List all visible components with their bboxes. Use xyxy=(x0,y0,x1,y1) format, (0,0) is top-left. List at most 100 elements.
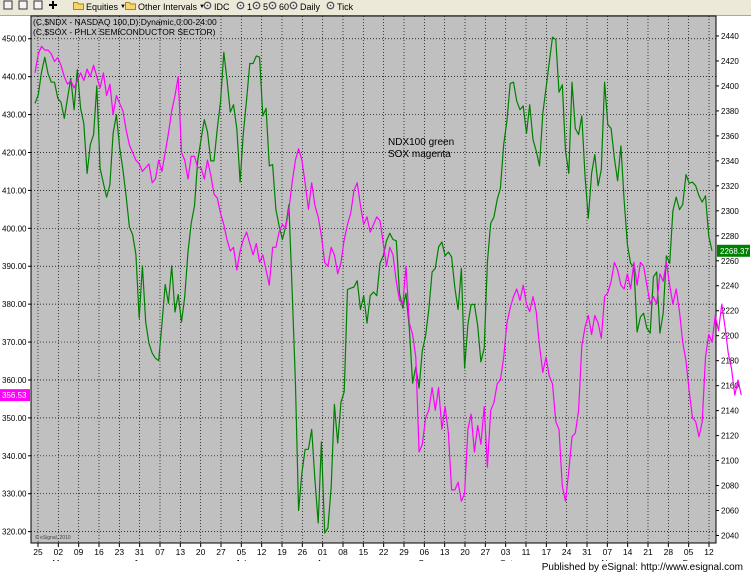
footer-text: Published by eSignal: http://www.esignal… xyxy=(541,562,743,573)
x-tick-label: 26 xyxy=(298,547,308,557)
x-tick-label: 31 xyxy=(582,547,592,557)
right-tick-label: 2100 xyxy=(721,457,739,466)
box-icon xyxy=(3,0,13,15)
right-tick-label: 2080 xyxy=(721,482,739,491)
chart-header-line: (C,$NDX - NASDAQ 100,D) Dynamic,0:00-24:… xyxy=(33,17,217,27)
x-tick-label: 12 xyxy=(704,547,714,557)
left-tick-label: 390.00 xyxy=(2,262,27,271)
toolbar-item-equities[interactable]: Equities ▼ xyxy=(73,0,126,15)
right-axis-area xyxy=(716,16,751,543)
x-tick-label: 28 xyxy=(664,547,674,557)
right-tick-label: 2160 xyxy=(721,382,739,391)
plus-icon xyxy=(48,0,58,15)
left-tick-label: 420.00 xyxy=(2,148,27,157)
plot-area xyxy=(30,15,717,544)
left-tick-label: 340.00 xyxy=(2,452,27,461)
right-tick-label: 2300 xyxy=(721,207,739,216)
month-label: Jul xyxy=(235,558,246,561)
left-tick-label: 380.00 xyxy=(2,300,27,309)
x-tick-label: 13 xyxy=(440,547,450,557)
right-tick-label: 2040 xyxy=(721,532,739,541)
toolbar-item-1[interactable]: 1 xyxy=(236,0,252,15)
month-label: Dec xyxy=(683,558,699,561)
x-tick-label: 02 xyxy=(54,547,64,557)
series-line-ndx100 xyxy=(34,36,713,534)
toolbar-item-label: 1 xyxy=(247,2,253,12)
toolbar-item-idc[interactable]: IDC xyxy=(203,0,230,15)
month-label: Sep xyxy=(418,558,433,561)
toolbar-item-label: IDC xyxy=(214,2,230,12)
right-tick-label: 2420 xyxy=(721,57,739,66)
right-tick-label: 2060 xyxy=(721,507,739,516)
gear-icon xyxy=(252,0,261,15)
toolbar-item-button-1[interactable] xyxy=(18,0,28,15)
month-label: Oct xyxy=(500,558,514,561)
right-tick-label: 2400 xyxy=(721,82,739,91)
toolbar-item-daily[interactable]: Daily xyxy=(289,0,320,15)
x-tick-label: 27 xyxy=(481,547,491,557)
month-label: Jun xyxy=(134,558,148,561)
toolbar-item-5[interactable]: 5 xyxy=(252,0,268,15)
toolbar-item-tick[interactable]: Tick xyxy=(326,0,353,15)
right-tick-label: 2280 xyxy=(721,232,739,241)
chart-header-line: (C,$SOX - PHLX SEMICONDUCTOR SECTOR) xyxy=(33,27,216,37)
right-tick-label: 2380 xyxy=(721,107,739,116)
left-tick-label: 400.00 xyxy=(2,224,27,233)
left-tick-label: 410.00 xyxy=(2,186,27,195)
toolbar-item-label: Tick xyxy=(337,2,354,12)
watermark: © eSignal, 2010 xyxy=(35,534,71,541)
gear-icon xyxy=(289,0,298,15)
toolbar-item-other-intervals[interactable]: Other Intervals ▼ xyxy=(125,0,205,15)
gear-icon xyxy=(203,0,212,15)
x-tick-label: 06 xyxy=(420,547,430,557)
x-tick-label: 24 xyxy=(562,547,572,557)
month-label: Aug xyxy=(317,558,332,561)
right-tick-label: 2140 xyxy=(721,407,739,416)
chevron-down-icon: ▼ xyxy=(120,4,126,10)
right-tick-label: 2240 xyxy=(721,282,739,291)
right-tick-label: 2260 xyxy=(721,257,739,266)
right-tick-label: 2200 xyxy=(721,332,739,341)
x-tick-label: 16 xyxy=(94,547,104,557)
month-label: Nov xyxy=(601,558,617,561)
left-tick-label: 330.00 xyxy=(2,490,27,499)
x-tick-label: 05 xyxy=(684,547,694,557)
x-tick-label: 21 xyxy=(643,547,653,557)
toolbar-item-button-3[interactable] xyxy=(48,0,58,15)
right-last-value-label: 2268.37 xyxy=(720,247,749,256)
x-tick-label: 23 xyxy=(115,547,125,557)
toolbar-item-60[interactable]: 60 xyxy=(268,0,289,15)
toolbar-item-label: 5 xyxy=(263,2,269,12)
x-tick-label: 01 xyxy=(318,547,328,557)
x-tick-label: 17 xyxy=(542,547,552,557)
gear-icon xyxy=(326,0,335,15)
box-icon xyxy=(18,0,28,15)
toolbar-item-button-2[interactable] xyxy=(33,0,43,15)
x-tick-label: 15 xyxy=(359,547,369,557)
right-tick-label: 2220 xyxy=(721,307,739,316)
x-tick-label: 19 xyxy=(277,547,287,557)
x-tick-label: 31 xyxy=(135,547,145,557)
right-tick-label: 2340 xyxy=(721,157,739,166)
left-tick-label: 370.00 xyxy=(2,338,27,347)
chart: 450.00 440.00 430.00 420.00 410.00 400.00 390.… xyxy=(0,15,751,561)
right-last-value-badge xyxy=(717,244,750,257)
left-tick-label: 320.00 xyxy=(2,528,27,537)
x-tick-label: 20 xyxy=(460,547,470,557)
x-tick-label: 07 xyxy=(155,547,165,557)
box-icon xyxy=(33,0,43,15)
toolbar-item-label: Equities xyxy=(86,2,119,12)
x-tick-label: 09 xyxy=(74,547,84,557)
x-tick-label: 05 xyxy=(237,547,247,557)
left-last-value-label: 356.53 xyxy=(2,391,27,400)
left-tick-label: 350.00 xyxy=(2,414,27,423)
gear-icon xyxy=(268,0,277,15)
toolbar-item-button-0[interactable] xyxy=(3,0,13,15)
left-tick-label: 360.00 xyxy=(2,376,27,385)
right-tick-label: 2440 xyxy=(721,32,739,41)
chart-annotation: SOX magenta xyxy=(388,149,451,160)
x-tick-label: 07 xyxy=(603,547,613,557)
x-tick-label: 20 xyxy=(196,547,206,557)
left-tick-label: 450.00 xyxy=(2,35,27,44)
left-last-value-badge xyxy=(0,389,30,402)
